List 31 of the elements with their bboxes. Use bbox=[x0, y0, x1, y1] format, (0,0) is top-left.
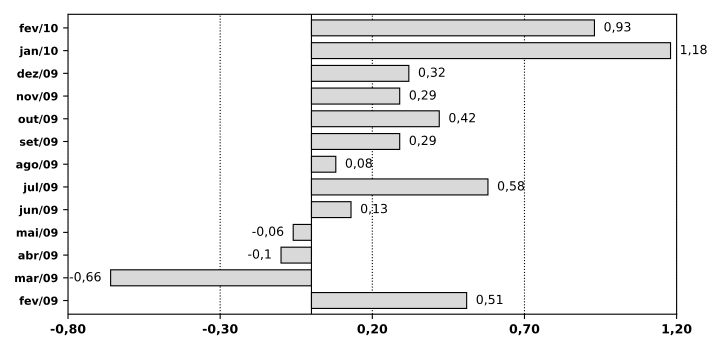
data-label: 0,32 bbox=[418, 68, 445, 78]
data-label: -0,06 bbox=[252, 226, 284, 238]
y-tick-label: jun/09 bbox=[18, 205, 58, 216]
data-label: 1,18 bbox=[681, 44, 707, 56]
y-tick-label: fev/10 bbox=[19, 24, 58, 34]
y-tick-label: abr/09 bbox=[18, 250, 58, 260]
data-label: -0,1 bbox=[248, 249, 271, 260]
data-label: 0,42 bbox=[449, 112, 475, 124]
y-tick-label: dez/09 bbox=[17, 69, 58, 79]
x-tick-label: 1,20 bbox=[662, 324, 692, 336]
y-tick-label: jul/09 bbox=[22, 182, 58, 194]
data-label: 0,13 bbox=[360, 204, 387, 215]
x-tick-label: 0,20 bbox=[358, 324, 388, 336]
data-label: -0,66 bbox=[70, 272, 101, 283]
data-label: 0,58 bbox=[498, 181, 524, 192]
x-tick-label: 0,70 bbox=[510, 324, 540, 336]
y-tick-label: mai/09 bbox=[16, 228, 58, 238]
data-label: 0,93 bbox=[604, 22, 630, 33]
data-label: 0,08 bbox=[346, 158, 372, 170]
y-tick-label: ago/09 bbox=[16, 160, 58, 171]
y-tick-label: jan/10 bbox=[19, 46, 58, 58]
data-label: 0,29 bbox=[410, 90, 436, 101]
y-tick-label: mar/09 bbox=[15, 274, 58, 284]
y-tick-label: out/09 bbox=[18, 114, 58, 124]
x-tick-label: -0,80 bbox=[50, 324, 86, 336]
data-label: 0,51 bbox=[476, 294, 502, 306]
y-tick-label: nov/09 bbox=[16, 92, 58, 102]
x-tick-label: -0,30 bbox=[202, 324, 238, 336]
data-label: 0,29 bbox=[410, 136, 436, 146]
y-tick-label: fev/09 bbox=[19, 296, 58, 306]
y-tick-label: set/09 bbox=[20, 137, 58, 147]
